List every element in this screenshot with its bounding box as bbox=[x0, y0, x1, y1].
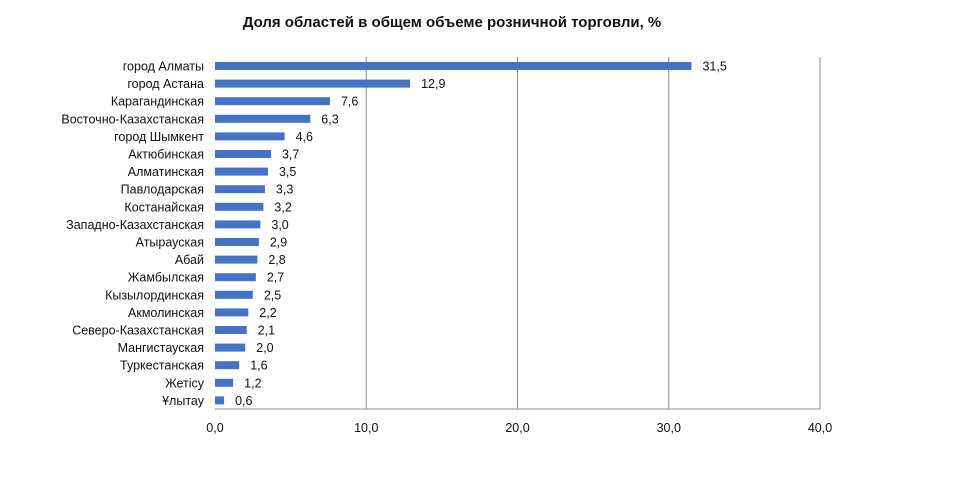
data-label: 3,7 bbox=[282, 148, 299, 162]
bar bbox=[215, 290, 253, 299]
data-label: 2,1 bbox=[258, 324, 275, 338]
x-tick-label: 20,0 bbox=[505, 421, 529, 435]
data-label: 2,9 bbox=[270, 236, 287, 250]
value-labels: 31,5 12,9 7,66,3 4,6 3,7 3,5 3,3 3,2 3,0 2,9 2,8 2,… bbox=[235, 60, 727, 408]
data-label: 3,5 bbox=[279, 165, 296, 179]
category-label: Алматинская bbox=[128, 165, 204, 179]
chart-title: Доля областей в общем объеме розничной т… bbox=[243, 14, 662, 31]
bar bbox=[215, 167, 268, 176]
bar bbox=[215, 361, 240, 370]
category-label: Жетісу bbox=[165, 376, 205, 390]
data-label: 1,6 bbox=[250, 359, 267, 373]
x-tick-label: 0,0 bbox=[206, 421, 223, 435]
x-tick-label: 10,0 bbox=[354, 421, 378, 435]
category-label: город Алматы bbox=[123, 60, 204, 74]
bar bbox=[215, 378, 234, 387]
category-label: Акмолинская bbox=[128, 306, 204, 320]
bar bbox=[215, 396, 225, 405]
bar bbox=[215, 97, 330, 106]
bar bbox=[215, 220, 261, 229]
data-label: 31,5 bbox=[702, 60, 726, 74]
bar bbox=[215, 132, 285, 141]
bar bbox=[215, 62, 692, 70]
category-label: Ұлытау bbox=[162, 394, 205, 408]
category-label: Атырауская bbox=[136, 236, 204, 250]
category-label: Актюбинская bbox=[128, 148, 204, 162]
category-label: Карагандинская bbox=[111, 95, 204, 109]
data-label: 2,7 bbox=[267, 271, 284, 285]
bar bbox=[215, 150, 271, 158]
bar bbox=[215, 308, 249, 317]
category-label: Костанайская bbox=[124, 200, 204, 214]
data-label: 2,2 bbox=[259, 306, 276, 320]
category-label: Северо-Казахстанская bbox=[72, 324, 204, 338]
data-label: 2,8 bbox=[268, 253, 285, 267]
category-label: Павлодарская bbox=[121, 183, 204, 197]
category-label: город Астана bbox=[127, 77, 204, 91]
category-label: Абай bbox=[175, 253, 204, 267]
bar bbox=[215, 79, 411, 88]
category-label: Восточно-Казахстанская bbox=[61, 112, 204, 126]
data-label: 3,3 bbox=[276, 183, 293, 197]
data-label: 6,3 bbox=[321, 112, 338, 126]
bar bbox=[215, 202, 264, 211]
bar bbox=[215, 255, 258, 264]
bar bbox=[215, 185, 265, 194]
data-label: 3,2 bbox=[274, 200, 291, 214]
data-label: 2,0 bbox=[256, 341, 273, 355]
data-label: 1,2 bbox=[244, 376, 261, 390]
category-label: Западно-Казахстанская bbox=[66, 218, 204, 232]
bar bbox=[215, 238, 259, 246]
data-label: 3,0 bbox=[271, 218, 288, 232]
data-label: 7,6 bbox=[341, 95, 358, 109]
data-label: 12,9 bbox=[421, 77, 445, 91]
x-tick-label: 30,0 bbox=[657, 421, 681, 435]
data-label: 2,5 bbox=[264, 288, 281, 302]
category-label: Жамбылская bbox=[128, 271, 204, 285]
bar bbox=[215, 343, 246, 352]
bars bbox=[215, 62, 692, 405]
category-labels: город Алматы город Астана Карагандинская Во… bbox=[61, 60, 204, 408]
category-label: Мангистауская bbox=[118, 341, 204, 355]
category-label: Кызылординская bbox=[105, 288, 204, 302]
x-tick-label: 40,0 bbox=[808, 421, 832, 435]
bar bbox=[215, 114, 311, 123]
data-label: 4,6 bbox=[296, 130, 313, 144]
x-axis-ticks: 0,0 10,0 20,0 30,0 40,0 bbox=[206, 421, 832, 435]
bar bbox=[215, 326, 247, 334]
data-label: 0,6 bbox=[235, 394, 252, 408]
gridlines bbox=[365, 57, 821, 409]
bar bbox=[215, 273, 256, 282]
category-label: Туркестанская bbox=[120, 359, 204, 373]
category-label: город Шымкент bbox=[114, 130, 204, 144]
